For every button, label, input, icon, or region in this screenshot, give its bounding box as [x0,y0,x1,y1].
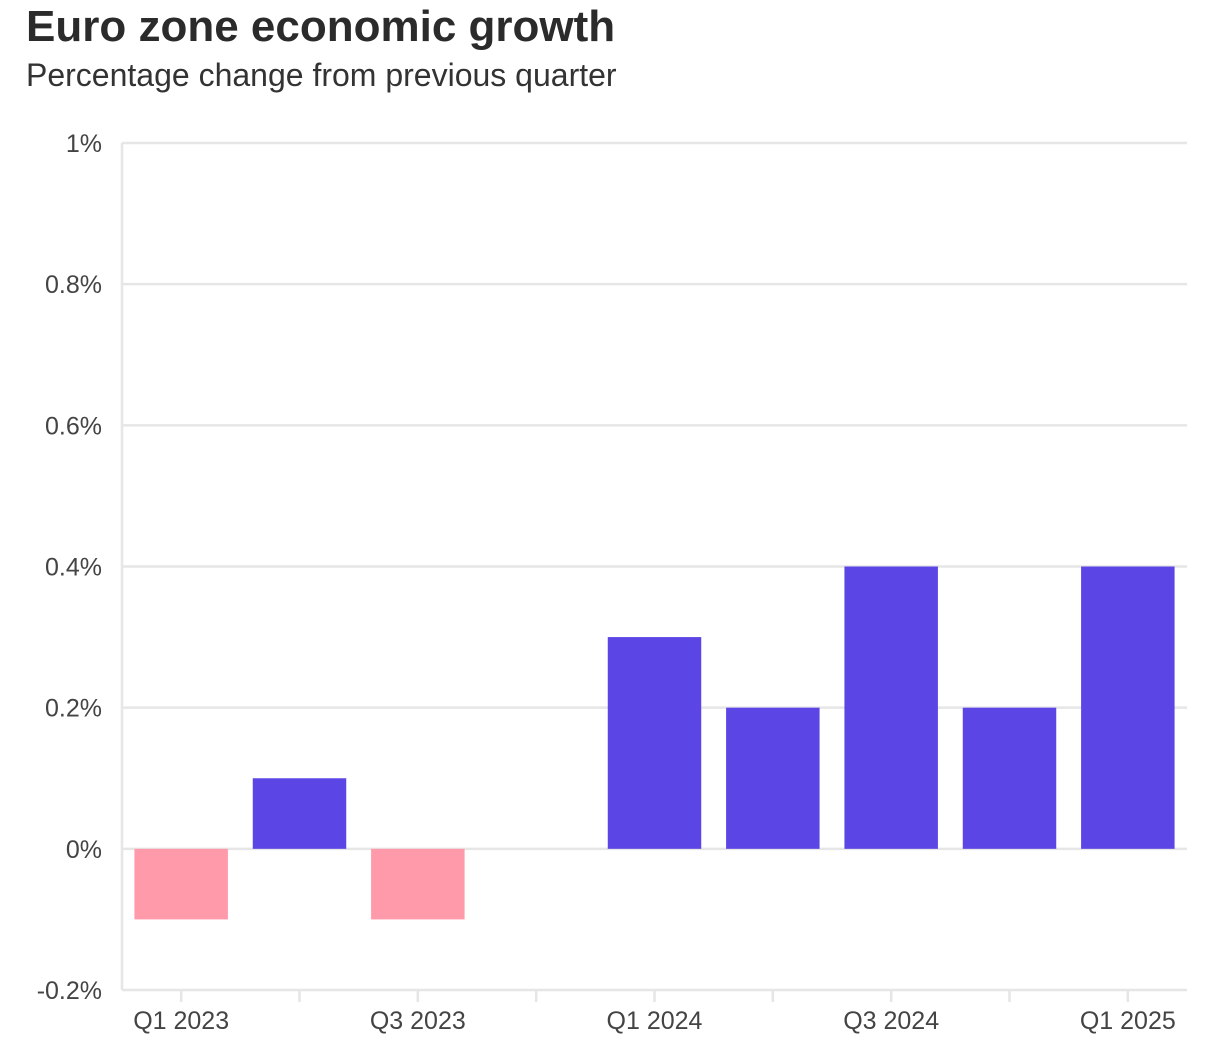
chart-subtitle: Percentage change from previous quarter [26,57,617,93]
x-tick-label: Q3 2024 [843,1007,939,1035]
bar [371,848,465,920]
y-tick-label: 0.2% [45,695,102,723]
tick-labels: -0.2% 0% 0.2% 0.4% 0.6% 0.8% 1% Q1 2023 Q3 2023 Q… [37,130,1176,1035]
x-tick-label: Q1 2025 [1080,1007,1176,1035]
y-tick-label: 0.4% [45,554,102,582]
chart-title: Euro zone economic growth [26,2,616,51]
bar [1081,566,1175,849]
bar [726,707,820,849]
bars [134,566,1175,920]
y-tick-label: -0.2% [37,977,102,1005]
x-tick-label: Q1 2023 [133,1007,229,1035]
y-tick-label: 0.6% [45,412,102,440]
x-tick-label: Q3 2023 [370,1007,466,1035]
bar [962,707,1057,849]
bar [252,778,347,849]
x-tick-label: Q1 2024 [607,1007,703,1035]
bar [607,637,702,849]
y-tick-label: 1% [66,130,102,158]
y-tick-label: 0.8% [45,271,102,299]
y-tick-label: 0% [66,836,102,864]
bar [844,566,938,849]
axes [120,143,1187,1002]
bar [134,848,228,920]
